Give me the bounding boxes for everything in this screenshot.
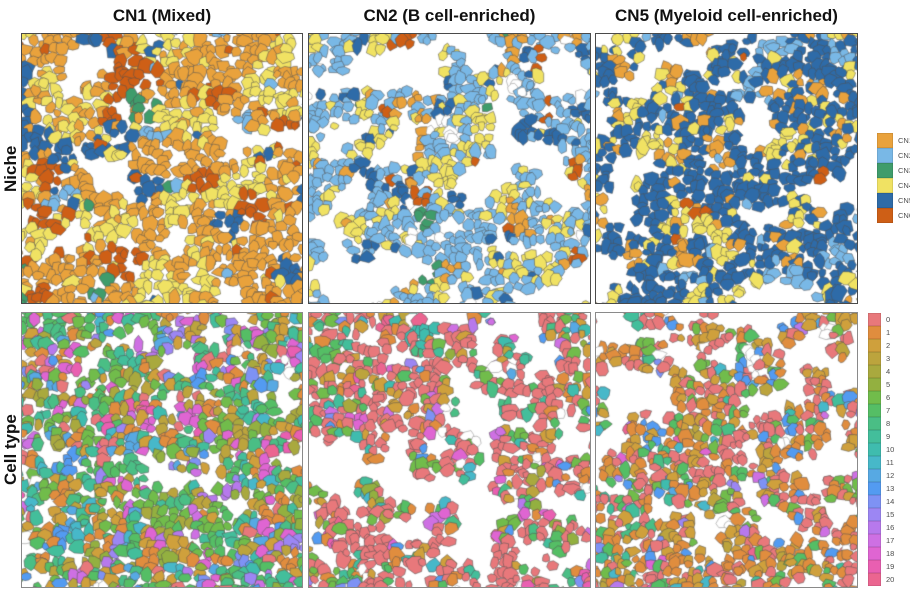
legend-item: 4 [868,365,894,378]
legend-label: 7 [886,405,891,415]
legend-swatch [868,469,881,482]
legend-item: 19 [868,560,894,573]
legend-label: 2 [886,340,891,350]
legend-item: 8 [868,417,894,430]
legend-item: 13 [868,482,894,495]
panel-celltype-cn2-b-cell-enriched [308,312,591,588]
panel-celltype-cn5-myeloid-cell-enriched [595,312,858,588]
legend-label: 6 [886,392,891,402]
legend-swatch [868,495,881,508]
legend-item: CN4 [877,178,910,193]
legend-item: 5 [868,378,894,391]
legend-label: 11 [886,457,894,467]
legend-label: 14 [886,496,895,506]
legend-item: 17 [868,534,894,547]
legend-label: 10 [886,444,895,454]
legend-label: 1 [886,327,891,337]
legend-swatch [868,443,881,456]
legend-label: 3 [886,353,891,363]
legend-label: 16 [886,522,895,532]
legend-swatch [868,339,881,352]
legend-item: CN6 [877,208,910,223]
column-title-cn2: CN2 (B cell-enriched) [363,6,536,25]
legend-item: CN3 [877,163,910,178]
legend-item: 7 [868,404,894,417]
legend-swatch [868,326,881,339]
niche-legend: CN1 CN2 CN3 CN4 CN5 CN6 [877,133,910,223]
legend-swatch [868,313,881,326]
legend-item: 20 [868,573,894,586]
legend-item: 14 [868,495,894,508]
legend-item: 18 [868,547,894,560]
column-title-cn1: CN1 (Mixed) [112,6,212,25]
legend-label: 18 [886,548,895,558]
legend-label: 20 [886,574,895,584]
legend-label: 4 [886,366,891,376]
legend-swatch [868,391,881,404]
legend-label: 17 [886,535,895,545]
row-label-cell-type: Cell type [1,414,20,486]
legend-swatch [868,365,881,378]
legend-swatch [877,148,893,163]
legend-item: 0 [868,313,894,326]
legend-label: 8 [886,418,891,428]
legend-label: 12 [886,470,895,480]
legend-item: 12 [868,469,894,482]
legend-swatch [868,508,881,521]
legend-item: 16 [868,521,894,534]
legend-swatch [868,417,881,430]
legend-swatch [868,573,881,586]
panel-niche-cn1-mixed [21,33,303,304]
legend-swatch [868,534,881,547]
legend-swatch [868,456,881,469]
legend-label: CN3 [898,165,910,175]
legend-label: CN5 [898,195,910,205]
legend-item: 3 [868,352,894,365]
legend-label: 0 [886,314,891,324]
legend-swatch [868,352,881,365]
legend-label: CN6 [898,210,910,220]
legend-label: CN1 [898,135,910,145]
legend-label: CN4 [898,180,910,190]
legend-item: 2 [868,339,894,352]
legend-swatch [877,133,893,148]
legend-swatch [868,430,881,443]
legend-item: CN1 [877,133,910,148]
legend-swatch [877,163,893,178]
legend-label: 13 [886,483,895,493]
legend-item: 9 [868,430,894,443]
legend-swatch [868,482,881,495]
legend-swatch [877,178,893,193]
legend-item: 6 [868,391,894,404]
legend-swatch [868,560,881,573]
panel-niche-cn2-b-cell-enriched [308,33,591,304]
column-title-cn5: CN5 (Myeloid cell-enriched) [615,6,838,25]
legend-item: 1 [868,326,894,339]
legend-item: 11 [868,456,894,469]
legend-swatch [868,404,881,417]
legend-swatch [877,208,893,223]
panel-niche-cn5-myeloid-cell-enriched [595,33,858,304]
legend-label: 19 [886,561,895,571]
legend-label: 9 [886,431,891,441]
legend-swatch [868,378,881,391]
legend-item: CN5 [877,193,910,208]
legend-swatch [868,547,881,560]
legend-item: CN2 [877,148,910,163]
panel-celltype-cn1-mixed [21,312,303,588]
legend-swatch [868,521,881,534]
legend-label: 15 [886,509,895,519]
legend-label: CN2 [898,150,910,160]
legend-swatch [877,193,893,208]
legend-item: 15 [868,508,894,521]
row-label-niche: Niche [1,145,20,192]
cell-type-legend: 0 1 2 3 4 5 6 7 8 9 10 11 12 13 14 15 16 17 18 19 20 [868,313,894,586]
legend-label: 5 [886,379,891,389]
legend-item: 10 [868,443,894,456]
